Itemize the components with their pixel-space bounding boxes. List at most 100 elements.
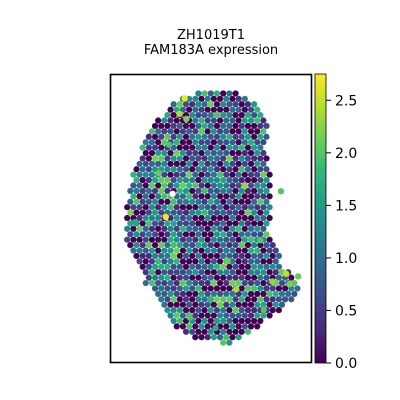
spot [195,307,202,314]
spot [226,133,233,140]
spot [235,160,242,167]
spot [204,236,211,243]
spot [244,296,252,303]
spot [139,220,146,227]
spot [204,171,211,178]
spot [210,128,217,135]
colorbar-tick-label: 0.0 [335,356,357,372]
spot [254,204,261,211]
spot [229,214,236,222]
spot [139,177,146,184]
spot [257,274,264,281]
spot [148,236,156,243]
spot [189,209,196,216]
spot [232,220,239,227]
spot [155,139,162,146]
spot [145,133,152,140]
spot [223,182,230,189]
spot [182,177,190,184]
spot [232,122,239,130]
spot [269,263,276,270]
spot [204,204,211,211]
spot [238,101,245,108]
spot [210,236,217,243]
spot [201,133,208,140]
spot [251,133,258,140]
spot [207,307,214,314]
spot [207,155,214,162]
spot [158,122,165,130]
spot [266,258,273,265]
spot [226,231,233,238]
spot [179,236,187,243]
spot [179,290,187,297]
spot [229,301,236,308]
spot [182,187,190,195]
spot [216,269,224,276]
spot [207,328,214,335]
spot [173,149,180,157]
spot [220,133,227,140]
spot [164,155,171,162]
spot [145,144,152,151]
spot [210,204,217,211]
spot [210,149,217,157]
spot [204,106,211,113]
spot [195,285,202,292]
spot [238,187,245,195]
spot [182,133,190,140]
spot [151,231,159,238]
spot [251,111,258,119]
spot [164,242,171,249]
spot [213,111,221,119]
spot [216,290,224,297]
spot [204,279,211,287]
spot [220,339,227,346]
spot [247,290,255,297]
spot [247,301,255,308]
spot [251,209,258,216]
spot [238,242,245,249]
spot [201,317,208,325]
spot [263,198,270,205]
spot [207,231,214,238]
spot-highlight [165,141,173,148]
spot [232,317,239,325]
spot [151,263,159,270]
spot [272,269,279,276]
spot [198,269,205,276]
spot [164,187,171,195]
spot [210,279,217,287]
spot [229,106,236,113]
spot [226,296,233,303]
spot [232,252,239,260]
spot [216,279,224,287]
spot [272,301,279,308]
spot [189,166,196,173]
spot [207,242,214,249]
spot [170,101,177,108]
spot [198,258,205,265]
spot [226,144,233,151]
spot [235,214,242,222]
spot [195,133,202,140]
spot [226,274,233,281]
spot [195,252,202,260]
spot [241,160,248,167]
spot [235,269,242,276]
spot [155,236,162,243]
spot [201,122,208,130]
spot [142,204,149,211]
spot [204,334,211,341]
spot [179,258,187,265]
spot [254,269,261,276]
spot [263,296,270,303]
spot [136,204,143,211]
spot [244,274,252,281]
spot [195,198,202,205]
spot [220,90,227,97]
spot [207,252,214,260]
spot [161,117,168,124]
spot [201,198,208,205]
spot-highlight [212,324,219,332]
